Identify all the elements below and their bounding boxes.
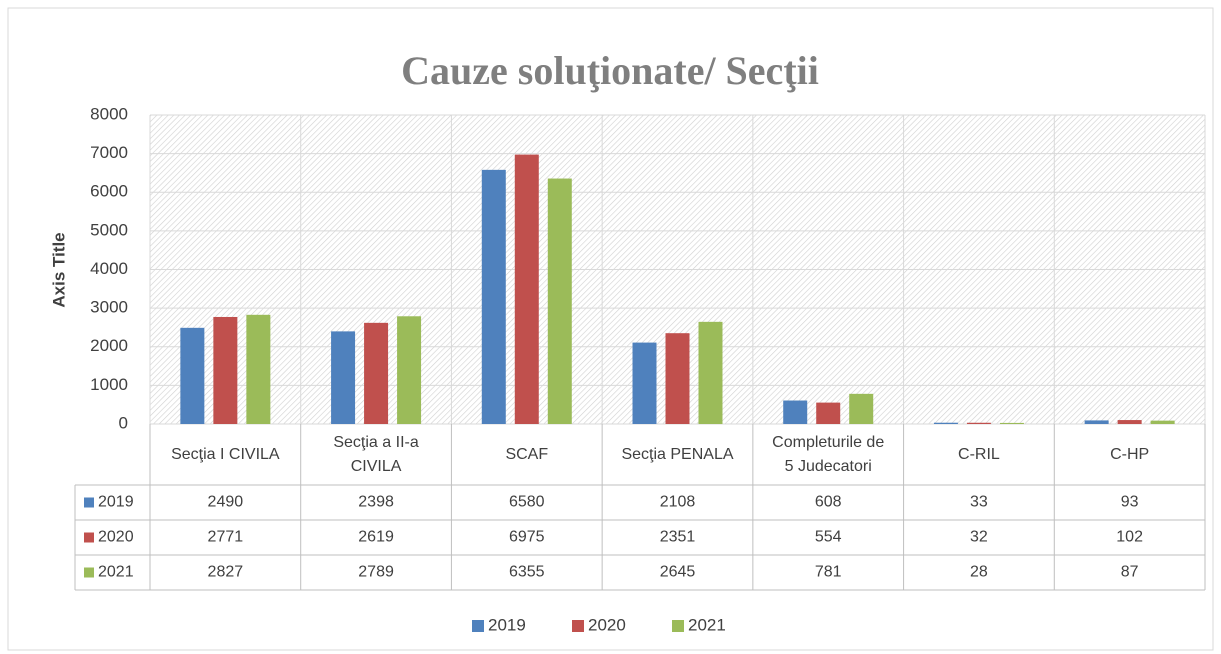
y-axis-title: Axis Title bbox=[49, 232, 68, 307]
x-tick-label: Secţia a II-a CIVILA bbox=[333, 434, 419, 475]
table-value: 102 bbox=[1116, 529, 1143, 546]
y-tick-label: 0 bbox=[119, 413, 128, 432]
bar bbox=[966, 422, 991, 424]
table-value: 87 bbox=[1121, 564, 1139, 581]
table-value: 2619 bbox=[358, 529, 394, 546]
table-value: 6975 bbox=[509, 529, 545, 546]
table-value: 2398 bbox=[358, 494, 394, 511]
legend-label: 2019 bbox=[488, 615, 526, 634]
y-tick-label: 7000 bbox=[90, 143, 128, 162]
legend-swatch bbox=[672, 620, 684, 632]
x-tick-label: SCAF bbox=[505, 445, 549, 463]
y-tick-label: 2000 bbox=[90, 336, 128, 355]
bar bbox=[849, 393, 874, 424]
y-tick-label: 3000 bbox=[90, 298, 128, 317]
table-value: 2771 bbox=[208, 529, 244, 546]
table-legend-key bbox=[84, 497, 94, 508]
bar bbox=[816, 402, 841, 424]
y-tick-label: 8000 bbox=[90, 104, 128, 123]
bar bbox=[783, 400, 808, 424]
x-tick-label: C-RIL bbox=[958, 445, 1000, 463]
bar bbox=[213, 316, 238, 424]
legend-swatch bbox=[572, 620, 584, 632]
y-tick-label: 1000 bbox=[90, 375, 128, 394]
x-tick-label: Secţia PENALA bbox=[621, 445, 734, 463]
table-value: 32 bbox=[970, 529, 988, 546]
bar bbox=[180, 327, 205, 424]
y-tick-label: 4000 bbox=[90, 259, 128, 278]
table-value: 2490 bbox=[208, 494, 244, 511]
table-legend-key bbox=[84, 532, 94, 543]
table-row-label: 2019 bbox=[98, 494, 134, 511]
table-value: 554 bbox=[815, 529, 842, 546]
table-value: 6580 bbox=[509, 494, 545, 511]
table-value: 2827 bbox=[208, 564, 244, 581]
x-tick-label: Secţia I CIVILA bbox=[171, 445, 280, 463]
chart-title: Cauze soluţionate/ Secţii bbox=[401, 48, 819, 93]
table-row-label: 2020 bbox=[98, 529, 134, 546]
bar bbox=[481, 169, 506, 424]
table-value: 93 bbox=[1121, 494, 1139, 511]
bar bbox=[698, 321, 723, 424]
bar bbox=[397, 316, 422, 424]
table-value: 781 bbox=[815, 564, 842, 581]
bar bbox=[665, 333, 690, 424]
bar bbox=[999, 422, 1024, 424]
bar bbox=[1084, 420, 1109, 424]
bar bbox=[933, 422, 958, 424]
bar bbox=[1150, 420, 1175, 424]
y-tick-label: 5000 bbox=[90, 220, 128, 239]
table-row-label: 2021 bbox=[98, 564, 134, 581]
x-tick-label: Completurile de 5 Judecatori bbox=[772, 434, 885, 475]
table-value: 6355 bbox=[509, 564, 545, 581]
legend-label: 2021 bbox=[688, 615, 726, 634]
bar bbox=[246, 314, 271, 424]
table-value: 2351 bbox=[660, 529, 696, 546]
table-value: 2645 bbox=[660, 564, 696, 581]
bar bbox=[514, 154, 539, 424]
table-value: 33 bbox=[970, 494, 988, 511]
table-value: 28 bbox=[970, 564, 988, 581]
legend-swatch bbox=[472, 620, 484, 632]
x-tick-label: C-HP bbox=[1110, 445, 1150, 463]
bar bbox=[364, 322, 389, 424]
legend-label: 2020 bbox=[588, 615, 626, 634]
bar bbox=[547, 178, 572, 424]
y-tick-label: 6000 bbox=[90, 182, 128, 201]
table-value: 2108 bbox=[660, 494, 696, 511]
bar bbox=[632, 342, 657, 424]
bar bbox=[331, 331, 356, 424]
bar bbox=[1117, 420, 1142, 424]
table-value: 608 bbox=[815, 494, 842, 511]
table-value: 2789 bbox=[358, 564, 394, 581]
table-legend-key bbox=[84, 567, 94, 578]
